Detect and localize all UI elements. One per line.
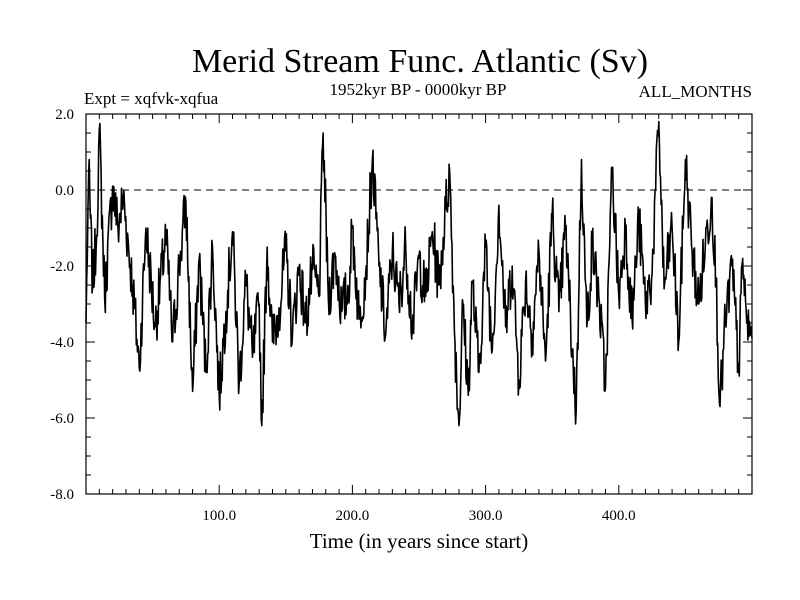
y-tick-label: 2.0: [55, 107, 74, 123]
y-tick-label: 0.0: [55, 183, 74, 199]
chart-title: Merid Stream Func. Atlantic (Sv): [192, 43, 648, 80]
plot-frame: [85, 113, 753, 495]
x-axis-tick-labels: 100.0 200.0 300.0 400.0: [202, 508, 635, 524]
x-tick-label: 400.0: [602, 508, 636, 524]
x-tick-label: 100.0: [202, 508, 236, 524]
y-tick-label: -6.0: [50, 411, 74, 427]
chart-subtitle-right: ALL_MONTHS: [639, 82, 752, 101]
x-tick-label: 200.0: [336, 508, 370, 524]
x-axis-label: Time (in years since start): [310, 529, 529, 553]
chart-subtitle-center: 1952kyr BP - 0000kyr BP: [330, 80, 507, 99]
y-tick-label: -2.0: [50, 259, 74, 275]
series-line: [85, 120, 753, 427]
x-tick-label: 300.0: [469, 508, 503, 524]
y-axis-tick-labels: 2.0 0.0 -2.0 -4.0 -6.0 -8.0: [50, 107, 74, 503]
chart-subtitle-left: Expt = xqfvk-xqfua: [84, 89, 219, 108]
y-tick-label: -8.0: [50, 487, 74, 503]
y-tick-label: -4.0: [50, 335, 74, 351]
axis-ticks: [86, 113, 752, 495]
